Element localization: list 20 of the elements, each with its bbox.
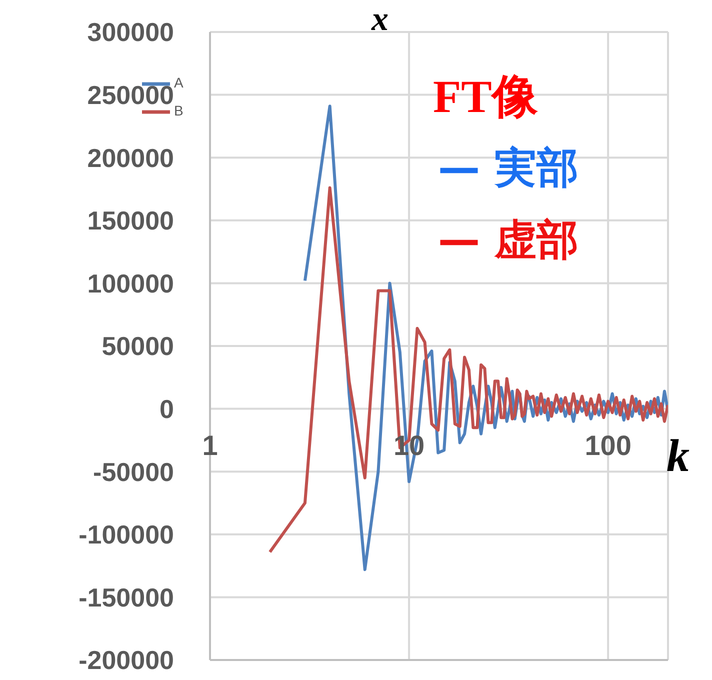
annotation: FT像 [433, 70, 538, 124]
x-axis-title: k [666, 430, 690, 481]
y-tick-label: 150000 [87, 206, 174, 236]
y-tick-label: 100000 [87, 268, 174, 298]
legend-label: B [174, 102, 184, 119]
y-tick-label: 0 [160, 394, 174, 424]
y-tick-label: -100000 [78, 520, 174, 550]
x-tick-label: 100 [584, 430, 632, 461]
y-tick-label: 250000 [87, 80, 174, 110]
y-tick-label: -200000 [78, 645, 174, 676]
y-tick-label: 200000 [87, 142, 174, 173]
x-tick-label: 1 [202, 430, 218, 461]
y-tick-label: 50000 [102, 331, 174, 362]
y-tick-label: -150000 [78, 582, 174, 612]
annotation: — 虚部 [438, 214, 579, 266]
y-tick-label: 300000 [87, 17, 174, 48]
y-tick-label: -50000 [93, 456, 174, 487]
legend-label: A [174, 74, 184, 91]
annotation: — 実部 [438, 142, 579, 194]
chart-title: x [370, 1, 388, 38]
